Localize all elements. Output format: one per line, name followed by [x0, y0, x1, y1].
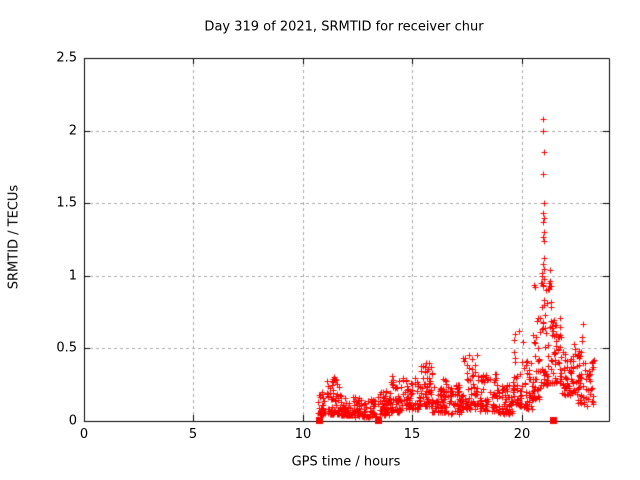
x-tick-label: 15 [403, 427, 421, 442]
y-tick-label: 0 [68, 413, 77, 429]
y-axis-label: SRMTID / TECUs [6, 184, 22, 290]
y-tick-label: 2 [68, 123, 77, 139]
x-tick-label: 0 [79, 427, 89, 442]
x-tick-label: 20 [513, 427, 531, 442]
y-tick-label: 2.5 [56, 50, 77, 66]
x-axis-label: GPS time / hours [291, 454, 401, 470]
x-tick-label: 5 [188, 427, 198, 442]
y-tick-label: 1.5 [56, 195, 77, 211]
y-tick-label: 0.5 [56, 340, 77, 356]
chart-title: Day 319 of 2021, SRMTID for receiver chu… [204, 19, 484, 35]
x-tick-label: 10 [294, 427, 312, 442]
y-tick-label: 1 [68, 268, 77, 284]
